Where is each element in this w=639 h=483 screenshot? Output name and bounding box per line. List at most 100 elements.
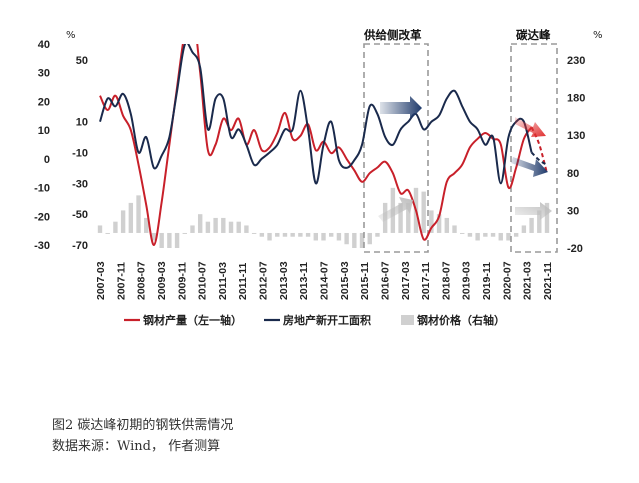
right-axis: 230 180 130 80 30 -20: [567, 55, 585, 255]
price-bar: [429, 210, 434, 233]
left-axis-1-tick: -10: [34, 183, 50, 195]
price-bar: [498, 232, 503, 241]
x-tick-label: 2007-11: [115, 262, 127, 300]
price-bar: [190, 225, 195, 233]
price-bar: [128, 202, 134, 233]
price-bar: [151, 232, 157, 241]
left-axis-unit: %: [66, 30, 76, 41]
x-tick-label: 2007-03: [95, 261, 107, 300]
price-bar: [544, 202, 550, 233]
carbon-peak-label: 碳达峰: [516, 28, 551, 42]
series-line: [99, 44, 533, 185]
left-axis-2-tick: 50: [76, 55, 88, 67]
price-bar: [213, 217, 218, 233]
price-bar: [259, 232, 265, 237]
price-bar: [490, 232, 496, 237]
price-bar: [398, 202, 403, 233]
left-axis-2-tick: -30: [72, 178, 88, 190]
x-tick-label: 2016-07: [379, 261, 391, 300]
price-bar: [421, 191, 426, 233]
x-tick-label: 2012-07: [258, 261, 270, 300]
price-bar: [305, 232, 311, 237]
price-bar: [321, 232, 326, 241]
price-bar: [475, 232, 480, 241]
price-bar: [367, 232, 372, 245]
navy-up-arrow-icon: [380, 96, 422, 120]
red-falling-arrow-icon: [515, 117, 546, 137]
navy-falling-arrow-icon: [511, 157, 548, 177]
price-bar: [167, 232, 172, 248]
legend-swatch-steel-price: [401, 315, 414, 325]
left-axis-2: 50 10 -10 -30 -50 -70: [72, 55, 88, 252]
right-axis-tick: 130: [567, 130, 585, 142]
x-tick-label: 2021-11: [542, 262, 554, 300]
legend: 钢材产量（左一轴） 房地产新开工面积 钢材价格（右轴）: [124, 313, 505, 327]
price-bar: [506, 232, 511, 241]
grey-rising-arrow-icon: [378, 197, 413, 222]
series-projection-line: [530, 151, 548, 166]
left-axis-2-tick: -10: [72, 148, 88, 160]
left-axis-1-tick: 40: [38, 39, 50, 51]
left-axis-1-tick: 10: [38, 125, 50, 137]
price-bar: [244, 225, 249, 233]
x-tick-label: 2013-11: [298, 262, 310, 300]
left-axis-1-tick: 20: [38, 96, 50, 108]
right-axis-unit: %: [593, 30, 603, 41]
price-bar: [205, 221, 211, 233]
price-bar: [182, 232, 187, 234]
left-axis-1-tick: -20: [34, 211, 50, 223]
x-tick-label: 2008-07: [136, 261, 148, 300]
x-tick-label: 2010-07: [197, 261, 209, 300]
price-bar: [444, 217, 450, 233]
price-bar: [251, 232, 257, 234]
right-axis-tick: -20: [567, 243, 583, 255]
series-line: [99, 44, 533, 247]
price-bar: [352, 232, 357, 248]
right-axis-tick: 180: [567, 93, 585, 105]
price-bar: [537, 210, 542, 233]
x-tick-label: 2011-11: [237, 262, 249, 300]
price-bar: [406, 202, 411, 233]
price-bar: [228, 221, 234, 233]
x-tick-label: 2014-07: [319, 261, 331, 300]
series-lines: [99, 44, 548, 247]
left-axis-2-tick: -50: [72, 209, 88, 221]
right-axis-tick: 80: [567, 168, 579, 180]
x-tick-label: 2021-03: [522, 261, 534, 300]
x-tick-label: 2013-03: [278, 261, 290, 300]
price-bar: [144, 217, 149, 233]
price-bars: [97, 187, 550, 248]
price-bar: [120, 210, 126, 233]
figure-caption: 图2 碳达峰初期的钢铁供需情况: [52, 418, 234, 433]
x-tick-label: 2015-11: [359, 262, 371, 300]
data-source: 数据来源：Wind， 作者测算: [52, 439, 221, 454]
left-axis-2-tick: 10: [76, 117, 88, 129]
price-bar: [197, 214, 203, 233]
x-tick-label: 2015-03: [339, 261, 351, 300]
legend-steel-output: 钢材产量（左一轴）: [143, 313, 242, 327]
price-bar: [329, 232, 334, 237]
grey-flat-arrow-icon: [515, 202, 552, 220]
x-axis: 2007-03 2007-11 2008-07 2009-03 2009-11 2010-…: [95, 261, 554, 300]
price-bar: [290, 232, 295, 237]
supply-reform-box: [363, 43, 429, 253]
price-bar: [375, 232, 380, 237]
price-bar: [159, 232, 164, 248]
x-tick-label: 2018-07: [440, 261, 452, 300]
x-tick-label: 2009-03: [156, 261, 168, 300]
price-bar: [460, 232, 465, 234]
carbon-peak-box: [510, 43, 558, 253]
right-axis-tick: 30: [567, 205, 579, 217]
legend-new-starts: 房地产新开工面积: [283, 313, 371, 327]
x-tick-label: 2019-11: [481, 262, 493, 300]
supply-reform-label: 供给侧改革: [363, 28, 422, 42]
price-bar: [336, 232, 342, 241]
price-bar: [529, 217, 534, 233]
price-bar: [513, 232, 519, 237]
price-bar: [275, 232, 280, 237]
price-bar: [174, 232, 180, 248]
x-tick-label: 2011-03: [217, 262, 229, 300]
price-bar: [221, 217, 226, 233]
x-tick-label: 2017-03: [400, 261, 412, 300]
left-axis-1-tick: 0: [44, 154, 50, 166]
